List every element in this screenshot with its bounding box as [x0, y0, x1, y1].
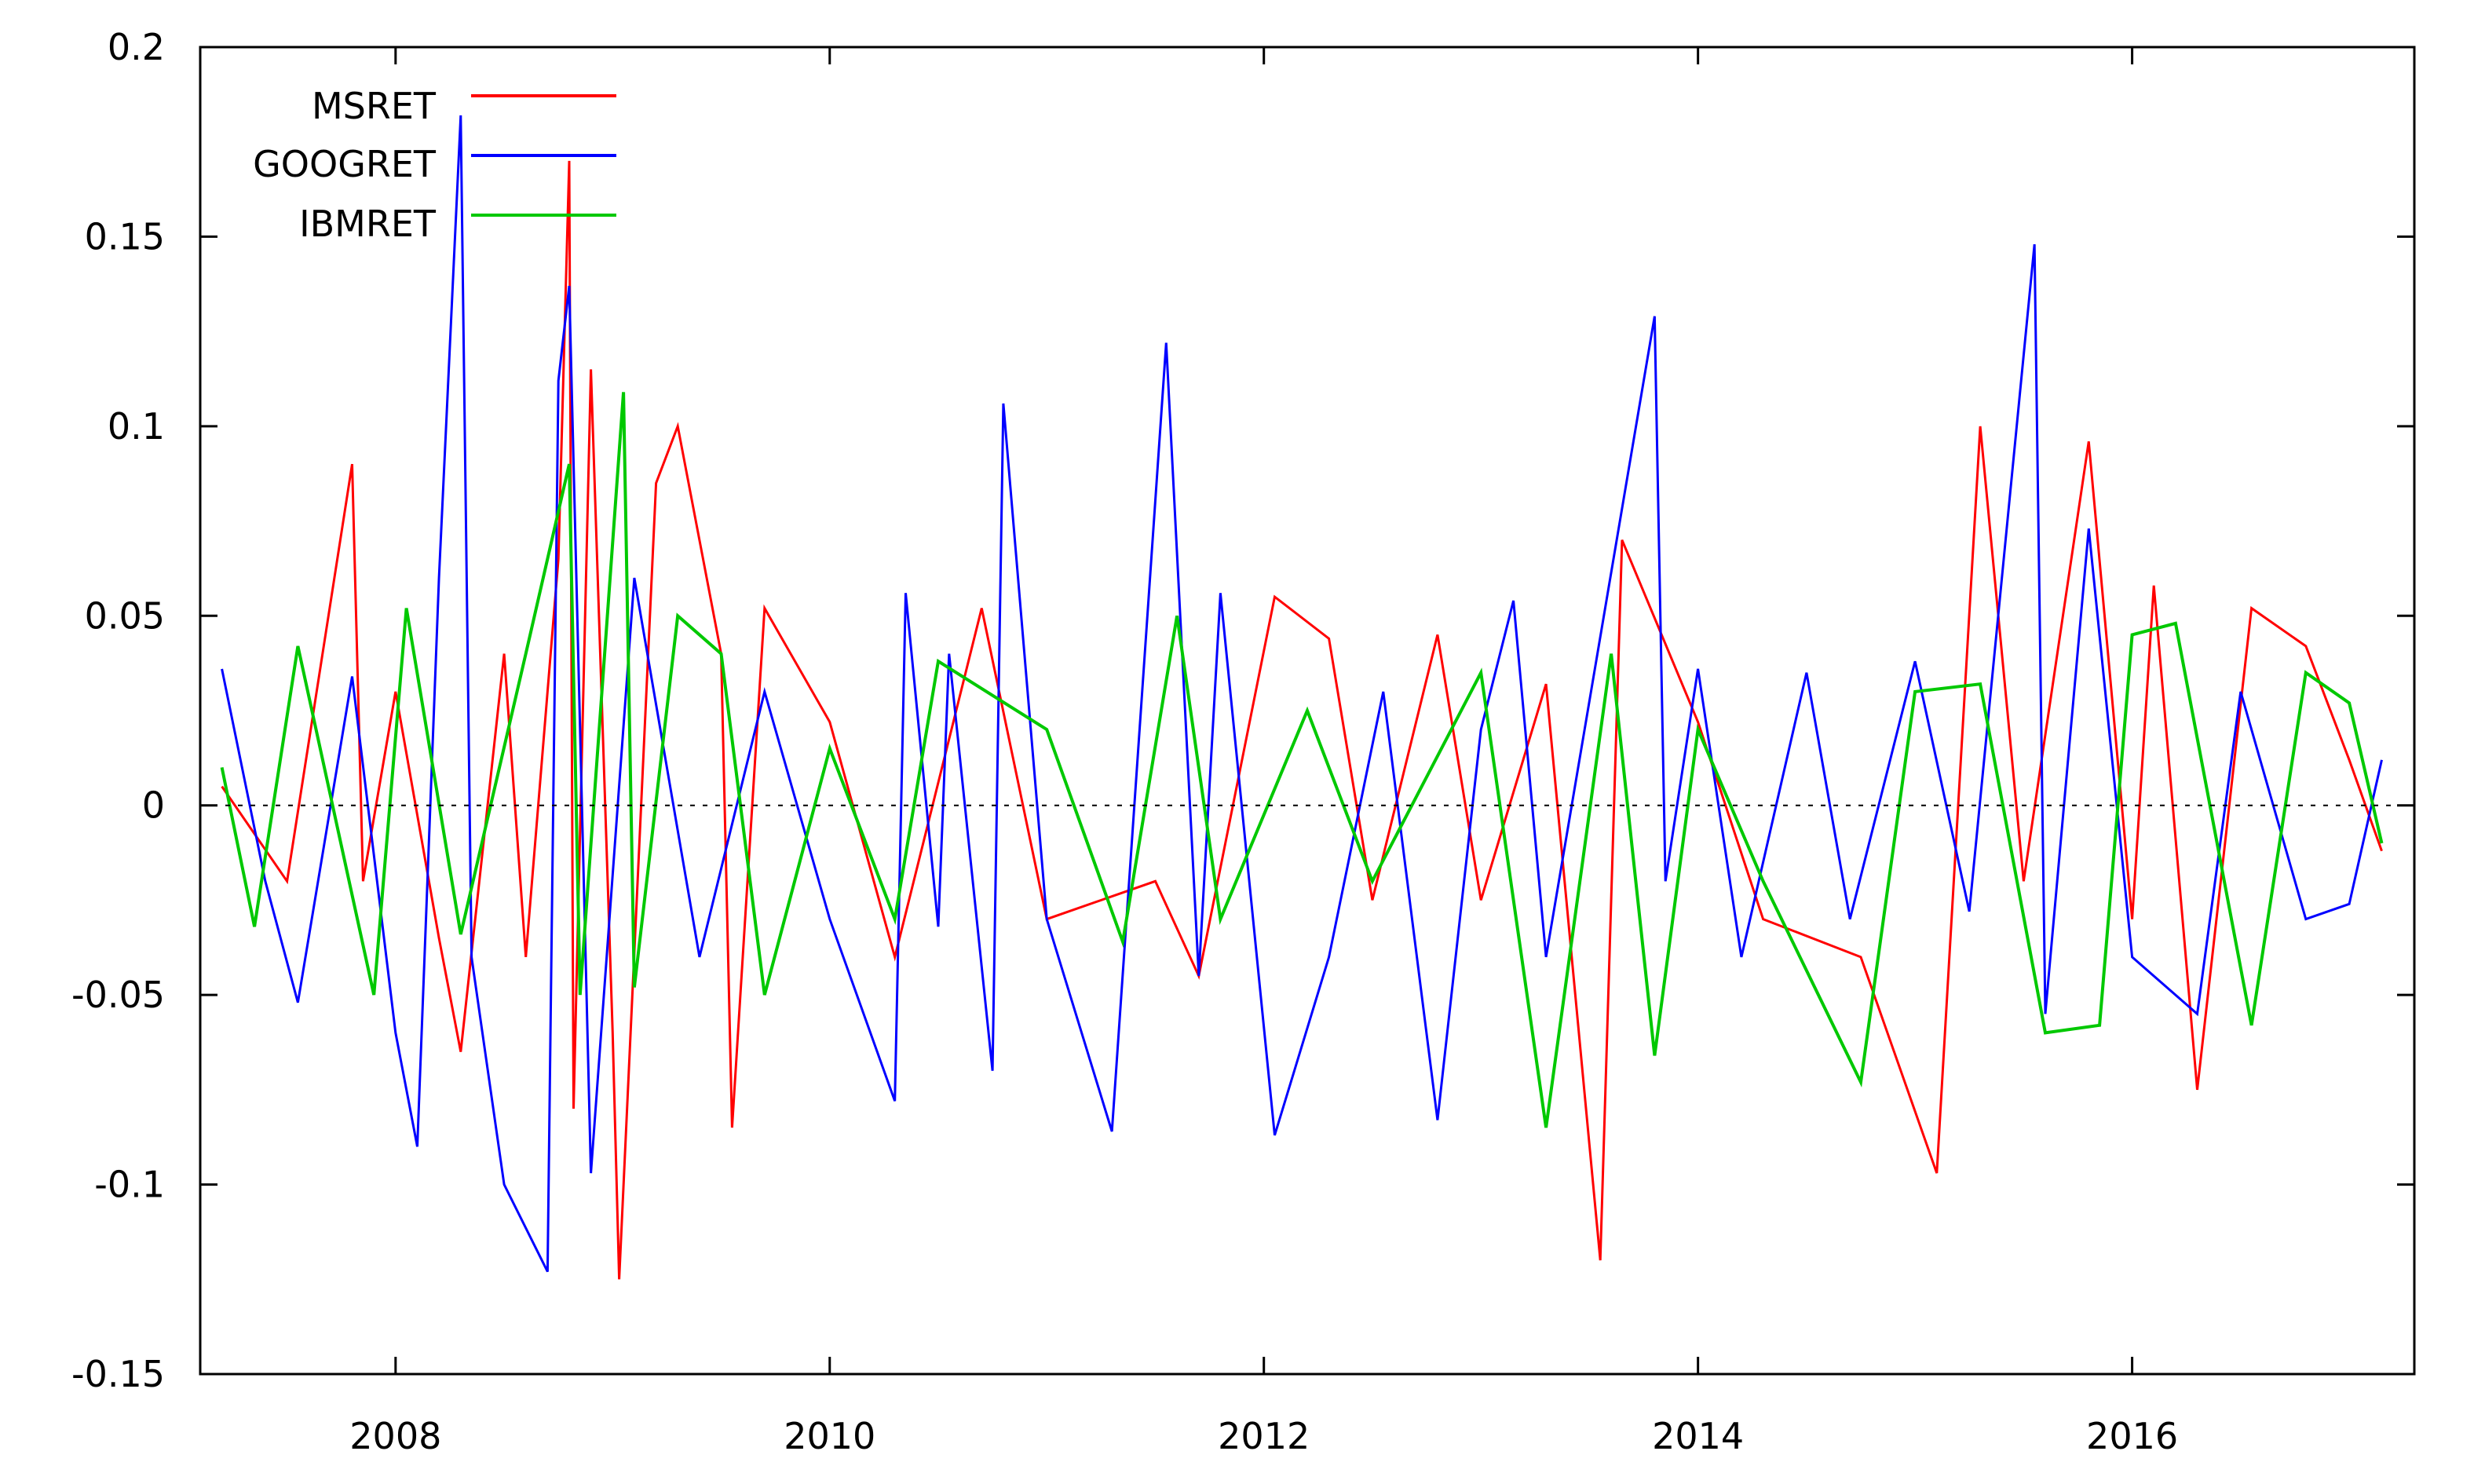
axes-layer: -0.15 -0.1 -0.05 0 0.05 0.1 0.15 0.2 2008 2010 201…: [71, 26, 2414, 1457]
y-tick-label: -0.15: [71, 1353, 165, 1395]
plot-frame: [199, 46, 2416, 1376]
x-tick-label: 2008: [349, 1415, 441, 1457]
legend-label-googret: GOOGRET: [253, 143, 437, 185]
legend-label-ibmret: IBMRET: [299, 203, 437, 245]
series-line-ibmret: [220, 392, 2384, 1128]
legend-label-msret: MSRET: [312, 85, 437, 127]
series-line-googret: [221, 115, 2383, 1273]
y-tick-label: 0.1: [108, 405, 165, 448]
y-tick-label: 0: [142, 784, 165, 827]
x-tick-label: 2012: [1218, 1415, 1310, 1457]
y-tick-label: -0.05: [71, 974, 165, 1016]
y-tick-label: 0.15: [85, 215, 165, 258]
y-tick-label: -0.1: [94, 1164, 165, 1206]
series-layer: [220, 115, 2384, 1280]
x-tick-label: 2010: [784, 1415, 875, 1457]
x-tick-label: 2014: [1652, 1415, 1744, 1457]
y-tick-label: 0.05: [85, 594, 165, 637]
legend: MSRET GOOGRET IBMRET: [253, 85, 616, 245]
y-tick-label: 0.2: [108, 26, 165, 68]
x-tick-label: 2016: [2086, 1415, 2178, 1457]
series-line-msret: [221, 160, 2383, 1280]
